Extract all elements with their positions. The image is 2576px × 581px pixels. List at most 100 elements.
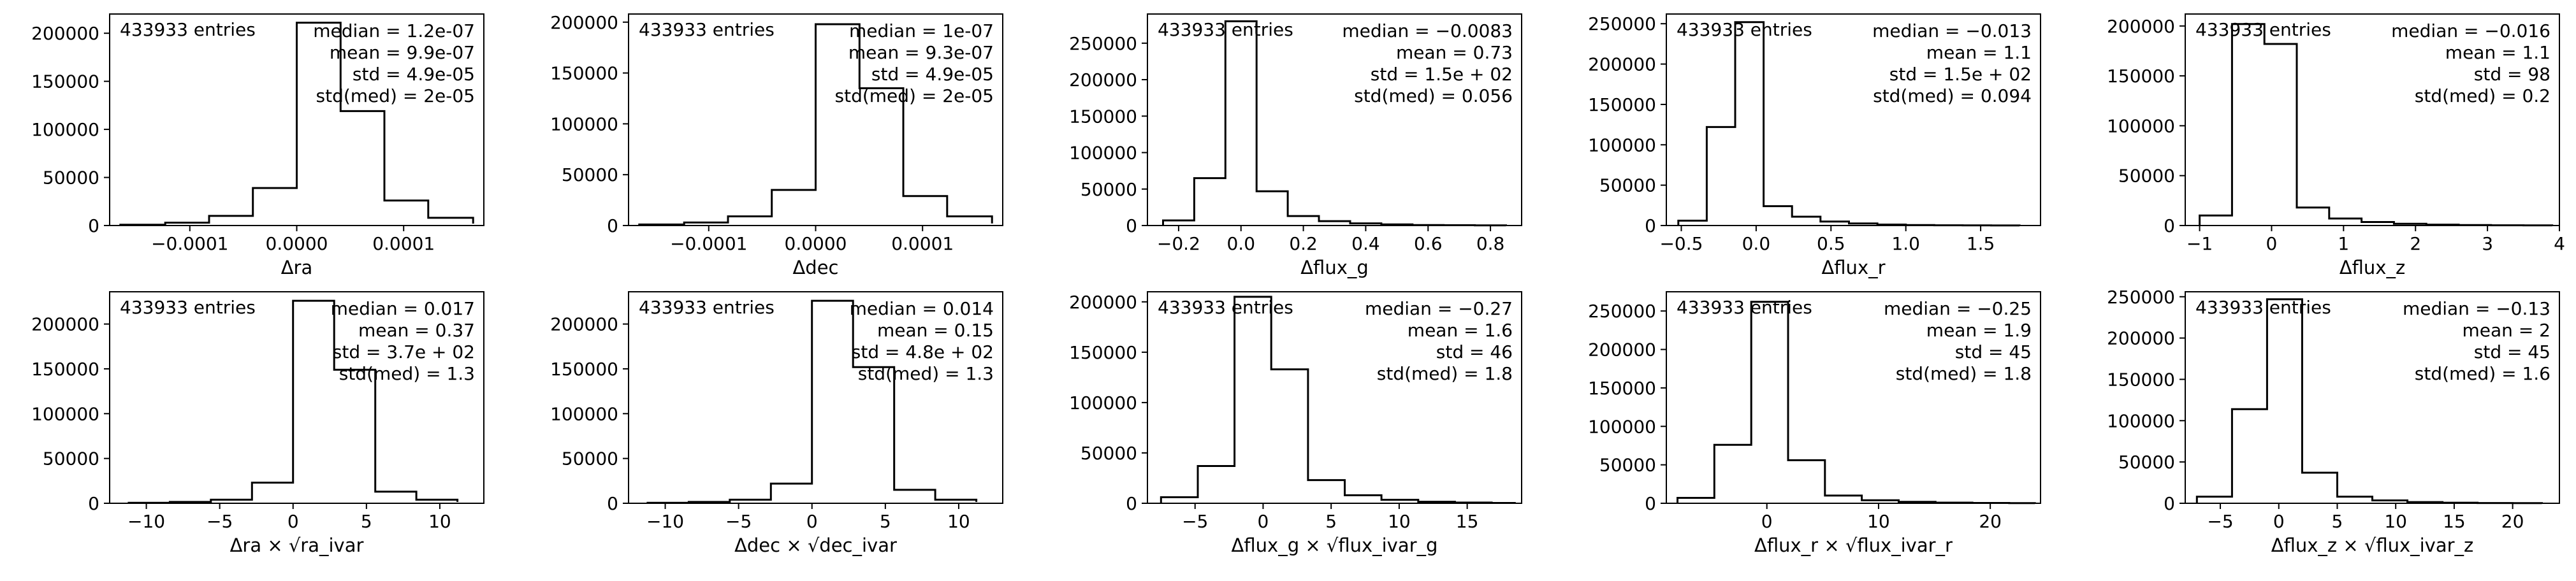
stats-annotation: std = 4.8e + 02 [852, 341, 994, 362]
stats-annotation: mean = 0.15 [877, 320, 994, 341]
histogram-bar [375, 492, 417, 503]
x-tick-label: 10 [1388, 511, 1411, 532]
x-tick-label: 0.0000 [266, 233, 328, 254]
stats-annotation: std = 1.5e + 02 [1889, 64, 2032, 85]
y-tick-label: 0 [607, 215, 618, 236]
histogram-bar [903, 196, 947, 226]
stats-annotation: std(med) = 2e-05 [835, 85, 994, 106]
histogram-bar [1235, 297, 1272, 503]
y-tick-label: 250000 [1588, 13, 1656, 34]
x-tick-label: −5 [725, 511, 752, 532]
histogram-bar [253, 188, 297, 226]
stats-annotation: std = 1.5e + 02 [1371, 64, 1513, 85]
x-tick-label: 0.2 [1289, 233, 1318, 254]
x-tick-label: −10 [646, 511, 684, 532]
y-tick-label: 150000 [1588, 378, 1656, 399]
histogram-bar [1792, 217, 1821, 226]
y-tick-label: 150000 [1588, 94, 1656, 115]
x-tick-label: 2 [2410, 233, 2421, 254]
x-tick-label: 1.5 [1967, 233, 1995, 254]
x-tick-label: 0 [2273, 511, 2285, 532]
axes-frame [109, 291, 484, 504]
axes-frame [2185, 13, 2560, 226]
stats-annotation: std(med) = 1.6 [2415, 363, 2551, 384]
y-tick-label: 0 [88, 215, 99, 236]
histogram-bar [2338, 497, 2373, 503]
x-tick-label: 10 [428, 511, 451, 532]
axes-frame [1666, 291, 2041, 504]
y-tick-label: 200000 [1069, 292, 1137, 313]
histogram-bar [1194, 178, 1225, 226]
axes-frame [628, 291, 1003, 504]
stats-annotation: mean = 9.3e-07 [848, 42, 994, 63]
x-tick-label: 0.0001 [372, 233, 435, 254]
stats-annotation: std(med) = 1.3 [858, 363, 994, 384]
histogram-bar [853, 367, 894, 503]
histogram-bar [1714, 445, 1751, 503]
stats-annotation: mean = 1.9 [1926, 320, 2032, 341]
x-tick-label: 1.0 [1891, 233, 1920, 254]
stats-annotation: std(med) = 0.056 [1354, 85, 1513, 106]
x-tick-label: 5 [1325, 511, 1337, 532]
entries-annotation: 433933 entries [1158, 297, 1293, 318]
x-axis-label: Δflux_g [1300, 257, 1369, 278]
axes-frame [1666, 13, 2041, 226]
y-tick-label: 100000 [1069, 392, 1137, 413]
histogram-panel-1: −0.0001 0.0000 0.0001 0 50000 100000 150000 200… [31, 13, 484, 278]
stats-annotation: median = −0.13 [2403, 298, 2551, 319]
y-tick-label: 150000 [31, 359, 99, 380]
x-tick-label: 0.0001 [891, 233, 954, 254]
y-tick-label: 250000 [1069, 33, 1137, 54]
stats-annotation: std(med) = 2e-05 [316, 85, 476, 106]
histogram-step-outline [119, 22, 474, 226]
x-tick-label: 0.6 [1414, 233, 1443, 254]
y-tick-label: 50000 [1081, 443, 1137, 464]
stats-annotation: median = −0.013 [1872, 20, 2032, 41]
histogram-bar [334, 369, 375, 503]
y-tick-label: 0 [1126, 493, 1137, 514]
stats-annotation: std(med) = 1.8 [1896, 363, 2032, 384]
histogram-panel-6: −10 −5 0 5 10 0 50000 100000 150000 200000 Δra × √… [31, 291, 484, 556]
histogram-bar [1163, 220, 1195, 226]
x-tick-label: 10 [947, 511, 970, 532]
x-tick-label: 3 [2482, 233, 2493, 254]
stats-annotation: median = 1.2e-07 [313, 20, 475, 41]
x-tick-label: 0 [287, 511, 299, 532]
stats-annotation: median = 0.014 [850, 298, 994, 319]
stats-annotation: std = 45 [2474, 341, 2551, 362]
x-axis-label: Δdec [792, 257, 838, 278]
x-tick-label: 5 [361, 511, 372, 532]
x-tick-label: −0.0001 [670, 233, 747, 254]
x-tick-label: 0 [2266, 233, 2278, 254]
x-tick-label: 20 [2501, 511, 2524, 532]
y-tick-label: 100000 [31, 119, 99, 140]
y-tick-label: 50000 [43, 168, 99, 189]
y-tick-label: 0 [1645, 493, 1656, 514]
entries-annotation: 433933 entries [639, 297, 775, 318]
histogram-panel-7: −10 −5 0 5 10 0 50000 100000 150000 200000 Δdec × … [550, 291, 1003, 556]
histogram-bar [812, 301, 854, 503]
histogram-bar [2200, 215, 2232, 226]
axes-frame [1147, 291, 1522, 504]
y-tick-label: 150000 [550, 359, 618, 380]
axes-frame [1147, 13, 1522, 226]
histogram-bar [1706, 127, 1735, 226]
y-tick-label: 50000 [1599, 455, 1656, 476]
x-axis-label: Δflux_z × √flux_ivar_z [2271, 534, 2474, 556]
y-tick-label: 200000 [550, 314, 618, 335]
y-tick-label: 100000 [1588, 134, 1656, 155]
histogram-step-outline [127, 299, 459, 504]
histogram-bar [1735, 22, 1764, 226]
stats-annotation: std(med) = 0.2 [2415, 85, 2551, 106]
x-tick-label: −5 [2207, 511, 2233, 532]
x-tick-label: −5 [207, 511, 233, 532]
y-tick-label: 50000 [1599, 175, 1656, 196]
histogram-bar [1256, 191, 1288, 226]
histogram-bar [728, 217, 772, 226]
stats-annotation: mean = 0.73 [1396, 42, 1513, 63]
entries-annotation: 433933 entries [2195, 19, 2331, 40]
histogram-bar [859, 89, 903, 226]
y-tick-label: 200000 [2107, 16, 2175, 37]
x-tick-label: 0.4 [1351, 233, 1380, 254]
x-axis-label: Δdec × √dec_ivar [734, 534, 897, 556]
